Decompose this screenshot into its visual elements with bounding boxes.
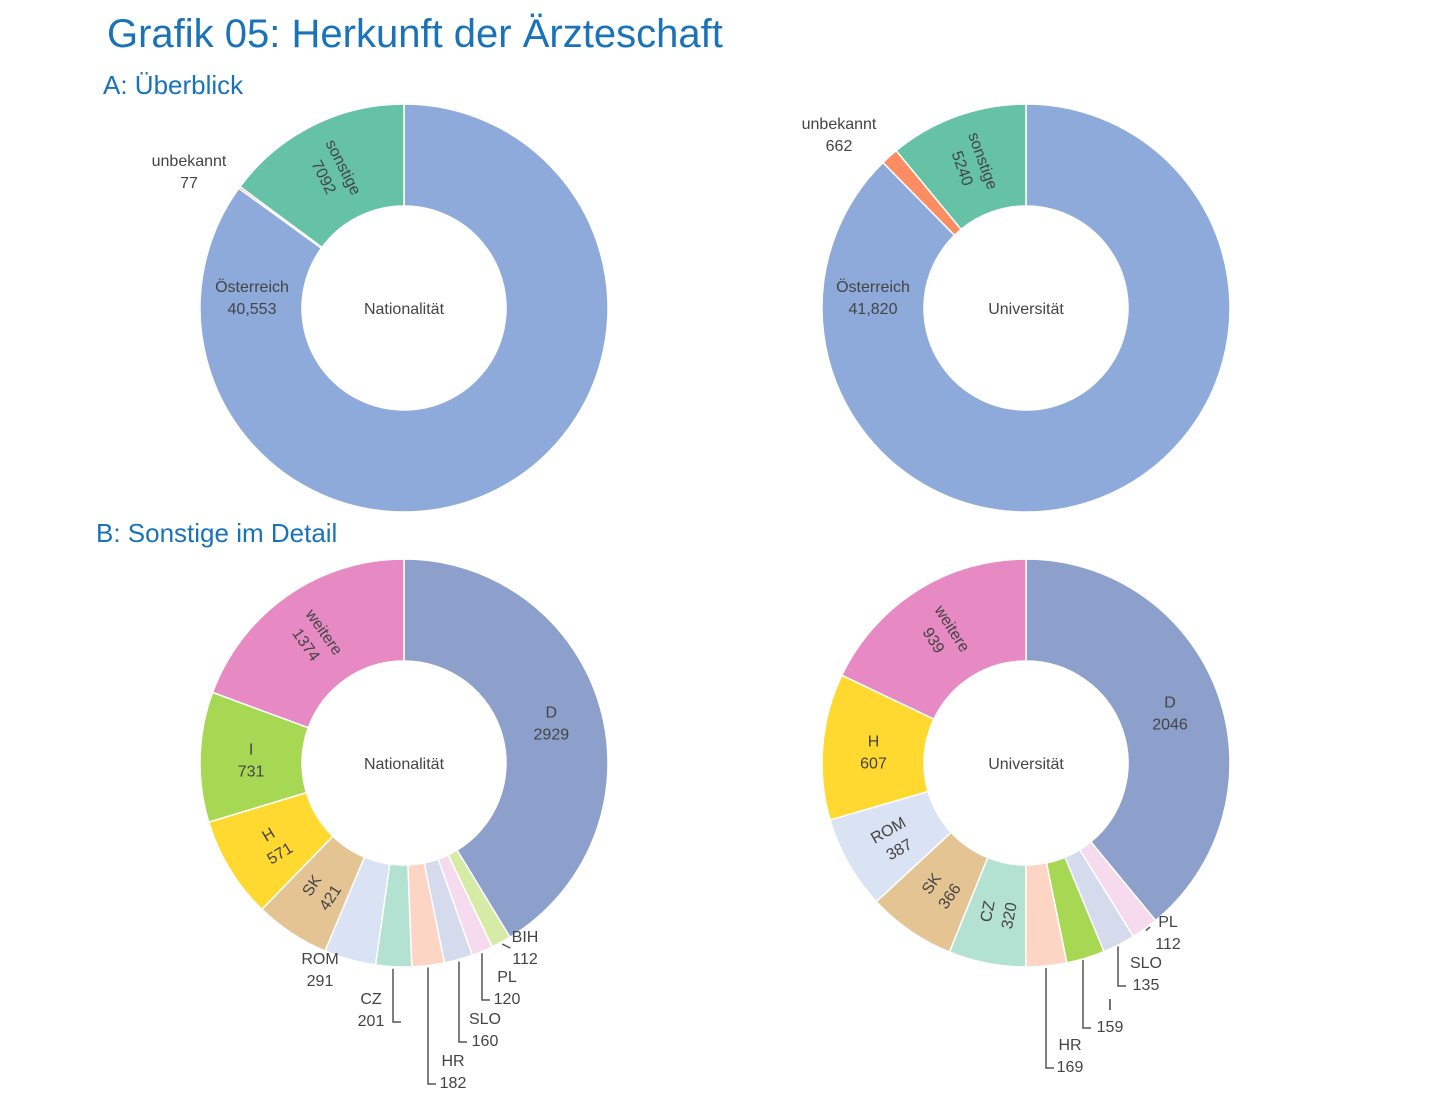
slice-d [403,558,609,939]
slice-i-label: I 731 [238,741,265,780]
slice-weitere [840,558,1027,721]
slice-pl-label-name: PL [497,969,517,986]
slice-slo-label-value: 160 [472,1033,499,1050]
center-label: Nationalität [364,756,445,773]
slice-unbekannt-label-name: unbekannt [802,116,877,133]
slice-d-label-value: 2929 [534,727,570,744]
slice-hr-label-name: HR [441,1053,464,1070]
slice-weitere [211,558,405,729]
section-a-heading: A: Überblick [103,70,244,100]
slice-rom-label-name: ROM [301,951,338,968]
slice-d-label: D 2929 [534,705,570,744]
slice-hr-label: HR 182 [440,1053,467,1092]
slice-i-leader-line [1082,959,1091,1029]
slice-sonstige [238,103,405,249]
slice-unbekannt-label-name: unbekannt [152,153,227,170]
slice-h-label-value: 607 [860,756,887,773]
slice-pl-label: PL 120 [494,969,521,1008]
slice-unbekannt-label: unbekannt 662 [802,116,877,155]
slice-bih-label: BIH 112 [512,929,539,968]
slice-pl-leader-line [481,953,490,1001]
slice-d-label-name: D [1164,694,1176,711]
slice-hr-label-value: 169 [1057,1059,1084,1076]
slice-pl-label-value: 120 [494,991,521,1008]
slice-d [1025,558,1231,922]
slice-cz-label-name: CZ [360,991,382,1008]
slice-bih-leader-line [501,943,511,949]
donut-universitaet-detail: Universität D 2046 PL 112 SLO 135 I 159 HR 169 CZ 32… [821,558,1231,1076]
slice-cz-label: CZ 320 [978,899,1021,931]
slice-slo-label: SLO 160 [469,1011,501,1050]
slice-oesterreich-label-value: 41,820 [849,301,898,318]
slice-oesterreich [199,103,609,513]
slice-oesterreich [821,103,1231,513]
slice-slo-leader-line [458,961,467,1043]
slice-hr-label-value: 182 [440,1075,467,1092]
slice-hr-leader-line [427,967,436,1085]
center-label: Universität [988,301,1064,318]
slice-hr-label-name: HR [1058,1037,1081,1054]
center-label: Universität [988,756,1064,773]
slice-pl-label-value: 112 [1155,936,1181,953]
slice-rom-label: ROM 291 [301,951,338,990]
slice-oesterreich-label-value: 40,553 [228,301,277,318]
slice-h-label: H 607 [860,734,887,773]
slice-h-label-name: H [868,734,880,751]
slice-cz-leader-line [392,968,401,1023]
slice-hr-leader-line [1045,967,1054,1069]
slice-pl-label: PL 112 [1155,914,1181,953]
slice-sonstige [895,103,1027,231]
slice-d-label-name: D [546,705,558,722]
slice-hr-label: HR 169 [1057,1037,1084,1076]
slice-cz-label: CZ 201 [358,991,385,1030]
slice-i-label-value: 159 [1097,1019,1124,1036]
center-label: Nationalität [364,301,445,318]
slice-cz-label-value: 201 [358,1013,385,1030]
slice-slo-label: SLO 135 [1130,955,1162,994]
slice-i-label-value: 731 [238,763,265,780]
slice-pl-leader-line [1145,926,1151,932]
page-title: Grafik 05: Herkunft der Ärzteschaft [107,12,723,56]
slice-rom-label-value: 291 [307,973,334,990]
slice-slo-label-value: 135 [1133,977,1160,994]
slice-i-label-name: I [1108,997,1112,1014]
slice-slo-label-name: SLO [1130,955,1162,972]
slice-oesterreich-label: Österreich 41,820 [836,278,910,318]
slice-d-label: D 2046 [1152,694,1188,733]
slice-i-label: I 159 [1097,997,1124,1036]
slice-oesterreich-label: Österreich 40,553 [215,278,289,318]
section-b-heading: B: Sonstige im Detail [96,518,338,548]
slice-unbekannt-label: unbekannt 77 [152,153,227,192]
slice-oesterreich-label-name: Österreich [215,278,289,296]
slice-bih-label-value: 112 [512,951,538,968]
slice-d-label-value: 2046 [1152,716,1188,733]
slice-unbekannt-label-value: 77 [180,175,198,192]
slice-slo-label-name: SLO [469,1011,501,1028]
slice-cz-label-value: 320 [999,901,1021,931]
slice-unbekannt-label-value: 662 [826,138,853,155]
slice-bih-label-name: BIH [512,929,539,946]
slice-i-label-name: I [249,741,253,758]
slice-oesterreich-label-name: Österreich [836,278,910,296]
slice-cz-label-name: CZ [978,899,999,923]
slice-pl-label-name: PL [1158,914,1178,931]
slice-slo-leader-line [1117,946,1126,987]
